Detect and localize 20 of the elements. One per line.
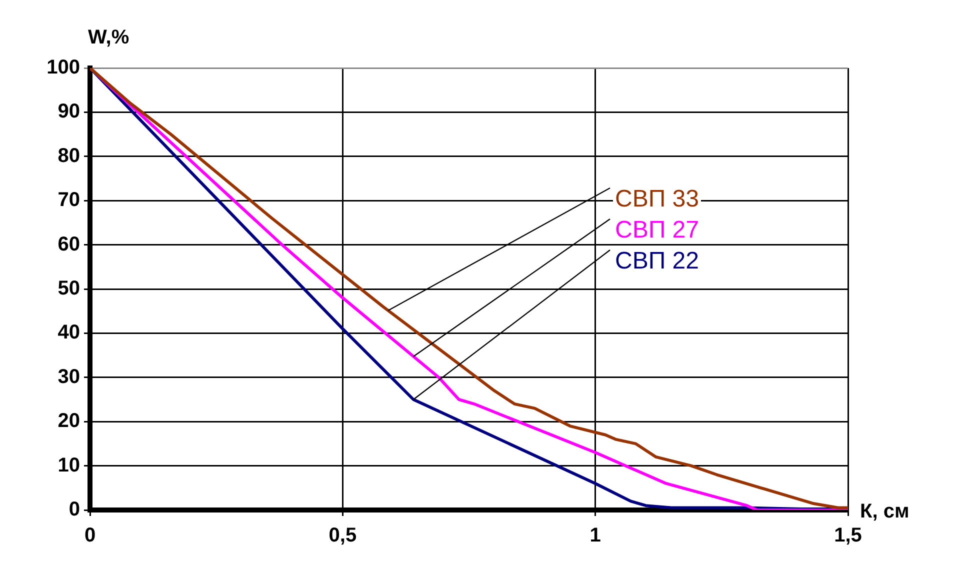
x-tick-label: 0 [84,524,96,547]
text: СВП 33 [615,186,699,213]
y-tick-label: 0 [68,498,80,521]
y-tick-label: 50 [58,278,80,300]
y-tick-label: 100 [46,56,80,79]
x-tick-label: 1,5 [834,524,862,547]
y-tick-label: 60 [58,233,80,256]
x-tick-label: 0,5 [328,524,357,547]
y-tick-label: 20 [58,410,80,432]
x-axis-title: К, см [860,500,910,523]
y-tick-label: 10 [58,454,80,476]
y-tick-label: 30 [58,366,80,388]
y-tick-label: 40 [58,322,80,344]
y-tick-label: 80 [58,144,80,167]
text: СВП 27 [615,216,699,244]
y-tick-label: 70 [58,189,80,212]
y-axis-title: W,% [88,26,130,49]
y-tick-label: 90 [58,100,80,123]
x-tick-label: 1 [590,524,601,547]
text: СВП 22 [615,248,699,275]
